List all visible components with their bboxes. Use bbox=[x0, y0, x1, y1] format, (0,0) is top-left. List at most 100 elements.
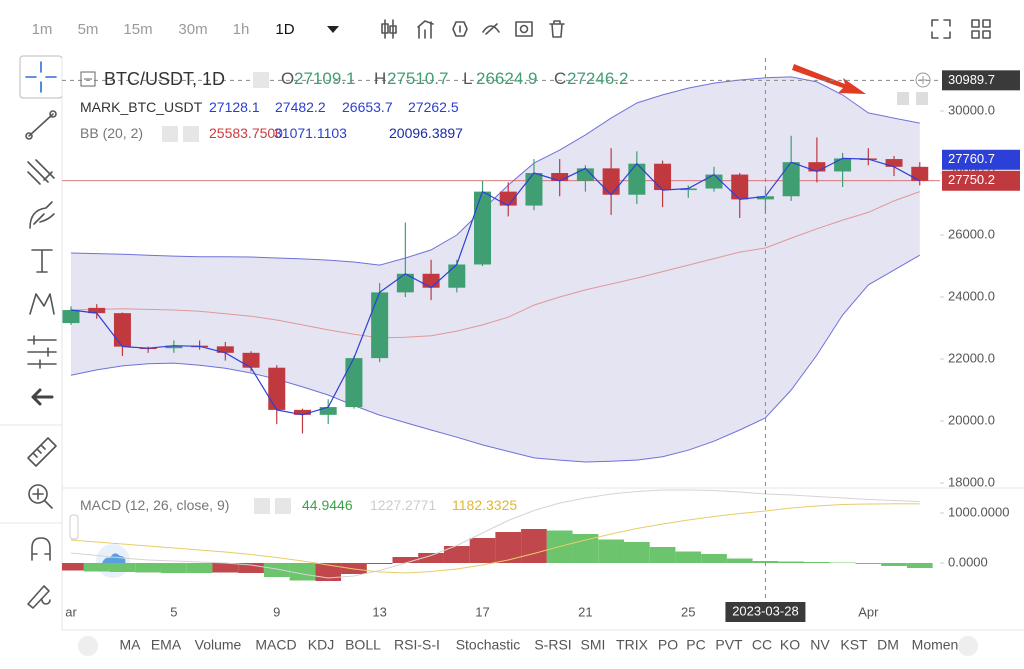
settings-icon[interactable] bbox=[452, 21, 468, 37]
macd-histogram-bar bbox=[289, 563, 316, 581]
candle-body bbox=[576, 168, 594, 181]
indicator-name: MACD (12, 26, close, 9) bbox=[80, 497, 229, 513]
mark-price-label: 27760.7 bbox=[948, 151, 995, 166]
trend-line-tool[interactable] bbox=[25, 110, 57, 140]
bb-middle bbox=[70, 191, 920, 339]
indicator-tab[interactable]: EMA bbox=[151, 637, 182, 653]
hide-icon[interactable] bbox=[482, 23, 500, 35]
macd-histogram-bar bbox=[238, 563, 264, 573]
back-tool[interactable] bbox=[31, 388, 54, 406]
legend-icon[interactable] bbox=[162, 126, 178, 142]
tab-toggle[interactable] bbox=[958, 636, 978, 656]
legend-icon[interactable] bbox=[254, 498, 270, 514]
y-tick-label: 26000.0 bbox=[948, 226, 995, 241]
macd-histogram-bar bbox=[906, 563, 933, 568]
indicator-tab[interactable]: NV bbox=[810, 637, 830, 653]
mark-price-label-box bbox=[942, 149, 1020, 170]
crosshair-date-label: 2023-03-28 bbox=[732, 603, 799, 618]
interval-button[interactable]: 30m bbox=[178, 21, 207, 38]
macd-histogram-bar bbox=[443, 546, 470, 563]
macd-histogram-bar bbox=[135, 563, 162, 573]
indicator-tab[interactable]: MACD bbox=[255, 637, 296, 653]
ohlc-key: C bbox=[554, 69, 566, 88]
interval-button[interactable]: 5m bbox=[78, 21, 99, 38]
macd-dea-line bbox=[70, 503, 920, 574]
indicator-tab[interactable]: PVT bbox=[715, 637, 743, 653]
settings-badge[interactable] bbox=[253, 72, 269, 88]
indicator-tab[interactable]: Volume bbox=[195, 637, 242, 653]
indicator-tab[interactable]: MA bbox=[120, 637, 142, 653]
indicator-tab[interactable]: S-RSI bbox=[534, 637, 571, 653]
channel-tool[interactable] bbox=[27, 159, 55, 185]
brush-tool[interactable] bbox=[29, 201, 55, 229]
candle-body bbox=[911, 166, 929, 181]
crosshair-price-label-box bbox=[942, 70, 1020, 91]
interval-button[interactable]: 1D bbox=[275, 21, 294, 38]
indicator-tab[interactable]: BOLL bbox=[345, 637, 381, 653]
dropdown-caret[interactable] bbox=[327, 26, 339, 33]
scale-icon[interactable] bbox=[916, 92, 928, 105]
x-tick-label: 13 bbox=[372, 604, 386, 619]
indicator-value: 27128.1 bbox=[209, 99, 260, 115]
indicator-tab[interactable]: CC bbox=[752, 637, 772, 653]
legend-icon[interactable] bbox=[183, 126, 199, 142]
fib-tool[interactable] bbox=[27, 335, 57, 369]
magnet-tool[interactable] bbox=[31, 537, 51, 561]
candle-body bbox=[62, 310, 80, 324]
indicator-value: 26653.7 bbox=[342, 99, 393, 115]
legend-icon[interactable] bbox=[275, 498, 291, 514]
interval-button[interactable]: 1m bbox=[32, 21, 53, 38]
macd-histogram-bar bbox=[675, 551, 702, 563]
indicator-tab[interactable]: SMI bbox=[581, 637, 606, 653]
x-tick-label: 21 bbox=[578, 604, 592, 619]
indicator-tab[interactable]: PO bbox=[658, 637, 678, 653]
macd-histogram-bar bbox=[161, 563, 187, 573]
y-tick-label: 30000.0 bbox=[948, 102, 995, 117]
macd-histogram-bar bbox=[572, 534, 599, 563]
layout-icon[interactable] bbox=[971, 19, 991, 39]
last-price-label-box bbox=[942, 170, 1020, 191]
candle-body bbox=[551, 173, 569, 181]
indicator-tab[interactable]: KDJ bbox=[308, 637, 334, 653]
indicator-tab[interactable]: TRIX bbox=[616, 637, 649, 653]
lock-tool[interactable] bbox=[27, 585, 51, 609]
snapshot-icon[interactable] bbox=[515, 21, 533, 37]
zoom-tool[interactable] bbox=[28, 484, 53, 509]
interval-button[interactable]: 1h bbox=[233, 21, 250, 38]
symbol-label: BTC/USDT, 1D bbox=[104, 69, 225, 89]
ruler-tool[interactable] bbox=[27, 437, 57, 467]
mark-price-line bbox=[70, 157, 921, 416]
macd-histogram-bar bbox=[701, 554, 727, 563]
ohlc-key: H bbox=[374, 69, 386, 88]
interval-button[interactable]: 15m bbox=[123, 21, 152, 38]
delete-icon[interactable] bbox=[549, 20, 565, 38]
candle-type-icon[interactable] bbox=[381, 19, 397, 39]
macd-histogram-bar bbox=[804, 562, 830, 563]
indicator-tab[interactable]: Momen bbox=[912, 637, 959, 653]
indicator-icon[interactable] bbox=[417, 20, 434, 39]
indicator-tab[interactable]: Stochastic bbox=[456, 637, 521, 653]
arrow bbox=[792, 64, 866, 94]
indicator-tab[interactable]: DM bbox=[877, 637, 899, 653]
crosshair-tool[interactable] bbox=[25, 61, 57, 93]
candle-body bbox=[628, 163, 646, 195]
scale-icon[interactable] bbox=[897, 92, 909, 105]
text-tool[interactable] bbox=[31, 249, 53, 273]
pattern-tool[interactable] bbox=[29, 293, 55, 315]
macd-histogram-bar bbox=[778, 561, 805, 563]
legend-row: MARK_BTC_USDT 27128.1 27482.2 26653.7 27262.… bbox=[80, 99, 459, 115]
fullscreen-icon[interactable] bbox=[931, 19, 951, 39]
candle-body bbox=[396, 273, 414, 293]
macd-histogram-bar bbox=[598, 539, 624, 563]
candle-body bbox=[242, 352, 260, 368]
indicator-tab[interactable]: PC bbox=[686, 637, 705, 653]
collapse-icon[interactable] bbox=[80, 71, 96, 87]
tab-toggle[interactable] bbox=[78, 636, 98, 656]
candle-body bbox=[371, 292, 389, 359]
indicator-tab[interactable]: KO bbox=[780, 637, 800, 653]
pane-collapse-handle[interactable] bbox=[69, 514, 79, 540]
indicator-tab[interactable]: RSI-S-I bbox=[394, 637, 440, 653]
candle-body bbox=[268, 367, 286, 410]
indicator-tab[interactable]: KST bbox=[840, 637, 868, 653]
y-tick-label: 0.0000 bbox=[948, 554, 988, 569]
